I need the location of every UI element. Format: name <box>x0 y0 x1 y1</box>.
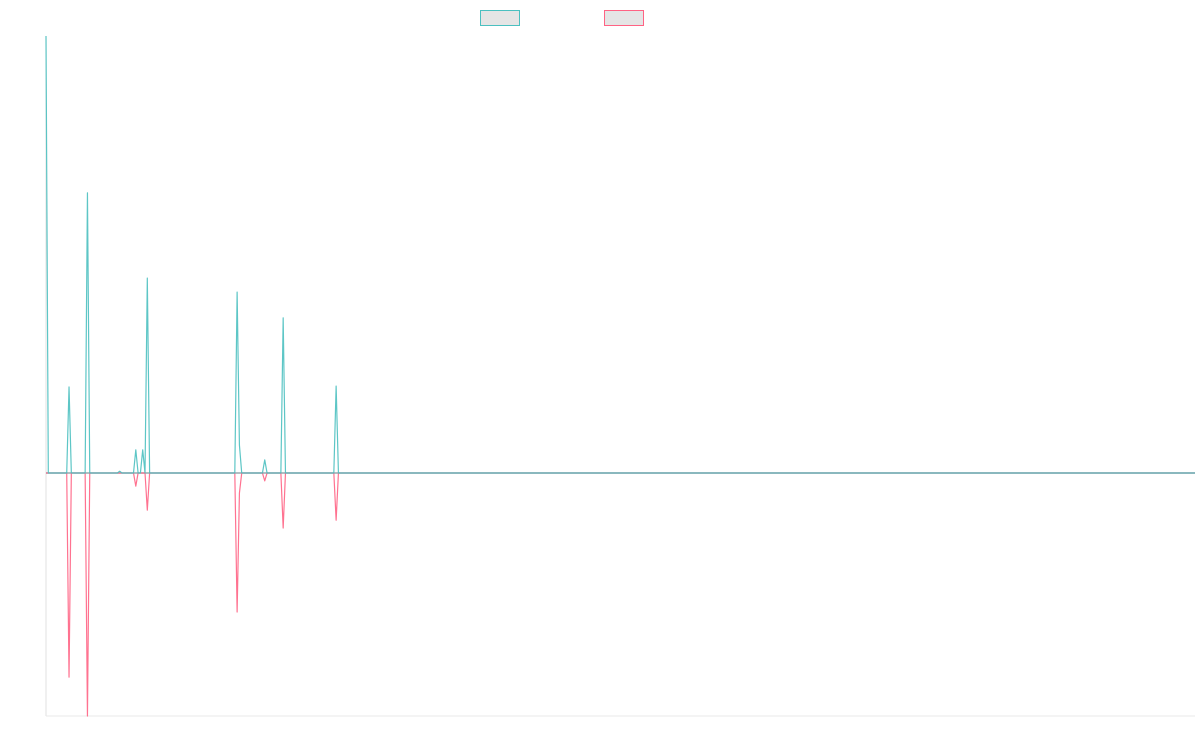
legend-swatch-series-1[interactable] <box>480 10 520 26</box>
series-2-line <box>46 472 1195 717</box>
legend-swatch-series-2[interactable] <box>604 10 644 26</box>
series-1-line <box>45 35 1195 474</box>
